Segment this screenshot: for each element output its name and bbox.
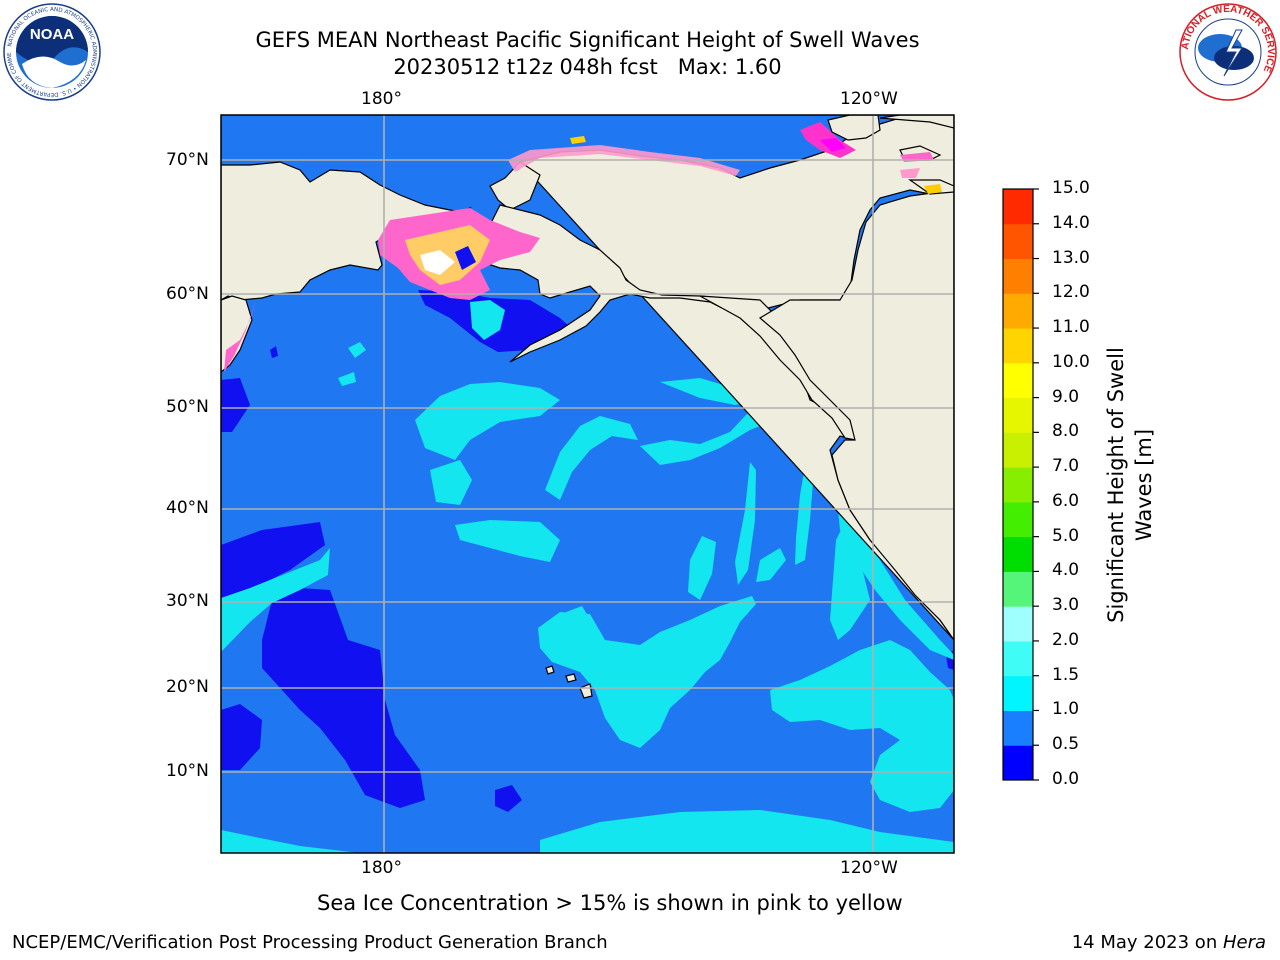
colorbar-tick-label: 4.0 (1052, 560, 1080, 581)
colorbar-swatch (1003, 397, 1033, 433)
colorbar-tick-label: 5.0 (1052, 525, 1080, 546)
lon-label-top-120w: 120°W (840, 89, 898, 109)
footer-machine: Hera (1222, 932, 1266, 953)
colorbar-tick-label: 1.0 (1052, 699, 1080, 720)
lat-label-30n: 30°N (166, 591, 209, 611)
nws-logo: NATIONAL WEATHER SERVICE (1174, 0, 1278, 102)
colorbar-swatch (1003, 606, 1033, 642)
footer-date: 14 May 2023 on Hera (1072, 932, 1266, 953)
colorbar-tick-label: 8.0 (1052, 421, 1080, 442)
colorbar-swatch (1003, 675, 1033, 711)
map-layers (221, 115, 954, 853)
colorbar-tick-label: 12.0 (1052, 282, 1090, 303)
colorbar-tick-label: 1.5 (1052, 664, 1080, 685)
colorbar-tick-label: 0.5 (1052, 734, 1080, 755)
colorbar-title: Significant Height of Swell Waves [m] (1104, 347, 1156, 623)
lat-label-40n: 40°N (166, 498, 209, 518)
footer-credit: NCEP/EMC/Verification Post Processing Pr… (12, 932, 608, 953)
colorbar-swatch (1003, 189, 1033, 225)
sea-ice-note: Sea Ice Concentration > 15% is shown in … (317, 891, 903, 915)
colorbar-tick-label: 6.0 (1052, 490, 1080, 511)
colorbar-tick-marks (1033, 188, 1039, 781)
colorbar-swatch (1003, 293, 1033, 329)
lat-label-60n: 60°N (166, 284, 209, 304)
colorbar-tick-label: 3.0 (1052, 595, 1080, 616)
lat-label-50n: 50°N (166, 397, 209, 417)
colorbar-tick-label: 14.0 (1052, 212, 1090, 233)
sea-ice-regions (224, 122, 942, 372)
colorbar-tick-label: 2.0 (1052, 629, 1080, 650)
colorbar-tick-label: 15.0 (1052, 178, 1090, 198)
land-masses (221, 115, 954, 853)
colorbar-swatch (1003, 467, 1033, 503)
lat-label-10n: 10°N (166, 761, 209, 781)
chart-title: GEFS MEAN Northeast Pacific Significant … (255, 28, 920, 52)
noaa-logo: NOAA NATIONAL OCEANIC AND ATMOSPHERIC AD… (0, 0, 102, 102)
colorbar-tick-label: 7.0 (1052, 456, 1080, 477)
colorbar-swatch (1003, 223, 1033, 260)
colorbar-tick-label: 11.0 (1052, 317, 1090, 338)
colorbar (1003, 189, 1033, 781)
colorbar-frame (1002, 188, 1034, 781)
colorbar-swatch (1003, 710, 1033, 746)
colorbar-swatch (1003, 571, 1033, 607)
lon-label-bottom-180: 180° (361, 858, 402, 878)
colorbar-tick-label: 9.0 (1052, 386, 1080, 407)
colorbar-swatch (1003, 640, 1033, 677)
chart-subtitle: 20230512 t12z 048h fcst Max: 1.60 (393, 55, 782, 79)
colorbar-swatch (1003, 501, 1033, 538)
noaa-logo-text: NOAA (30, 26, 74, 43)
colorbar-swatch (1003, 258, 1033, 294)
footer-date-text: 14 May 2023 on (1071, 932, 1223, 953)
lon-label-bottom-120w: 120°W (840, 858, 898, 878)
lat-label-20n: 20°N (166, 677, 209, 697)
colorbar-swatch (1003, 536, 1033, 572)
lat-label-70n: 70°N (166, 150, 209, 170)
colorbar-swatch (1003, 362, 1033, 399)
colorbar-swatch (1003, 432, 1033, 468)
colorbar-swatch (1003, 745, 1033, 781)
graticule (221, 115, 954, 853)
colorbar-tick-label: 13.0 (1052, 247, 1090, 268)
lon-label-top-180: 180° (361, 89, 402, 109)
map-frame (220, 114, 955, 854)
colorbar-tick-label: 10.0 (1052, 351, 1090, 372)
colorbar-swatch (1003, 328, 1033, 364)
colorbar-tick-label: 0.0 (1052, 769, 1080, 789)
